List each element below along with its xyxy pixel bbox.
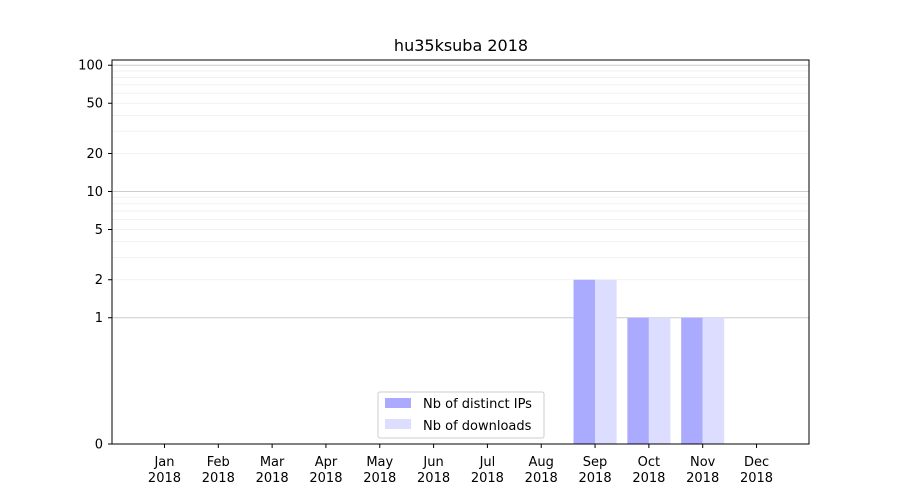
x-tick-label: May 2018 (363, 455, 396, 486)
grid (112, 64, 809, 319)
y-tick-label: 5 (95, 223, 103, 238)
y-axis: 0 1 2 5 10 20 50 100 (78, 59, 112, 453)
x-tick-label: Mar 2018 (256, 455, 289, 486)
x-tick-label: Feb 2018 (202, 455, 235, 486)
bar (595, 279, 617, 444)
bar (573, 279, 596, 444)
legend-label-distinct-ips: Nb of distinct IPs (423, 397, 532, 412)
y-tick-label: 0 (95, 438, 103, 453)
x-tick-label: Aug 2018 (525, 455, 558, 486)
y-tick-label: 50 (86, 97, 103, 112)
legend-label-downloads: Nb of downloads (423, 419, 532, 434)
x-tick-label: Dec 2018 (740, 455, 773, 486)
bar (681, 317, 703, 444)
bars (573, 279, 725, 444)
plot-frame (111, 59, 810, 445)
y-tick-label: 100 (78, 59, 103, 74)
bar (702, 317, 725, 444)
legend: Nb of distinct IPs Nb of downloads (377, 391, 545, 439)
x-tick-label: Jul 2018 (471, 455, 504, 486)
y-tick-label: 20 (86, 147, 103, 162)
y-tick-label: 10 (86, 185, 103, 200)
chart-title: hu35ksuba 2018 (394, 36, 528, 55)
y-tick-label: 1 (95, 311, 103, 326)
y-tick-label: 2 (95, 273, 103, 288)
legend-swatch-downloads (385, 419, 411, 429)
x-tick-label: Sep 2018 (579, 455, 612, 486)
bar (627, 317, 649, 444)
x-tick-label: Nov 2018 (686, 455, 719, 486)
x-tick-label: Jun 2018 (417, 455, 450, 486)
legend-swatch-distinct-ips (385, 398, 411, 408)
x-tick-label: Apr 2018 (309, 455, 342, 486)
x-axis: Jan 2018 Feb 2018 Mar 2018 Apr 2018 May 2018 Jun 20… (148, 444, 773, 486)
x-tick-label: Jan 2018 (148, 455, 181, 486)
legend-box (377, 391, 545, 439)
x-tick-label: Oct 2018 (632, 455, 665, 486)
bar (648, 317, 671, 444)
